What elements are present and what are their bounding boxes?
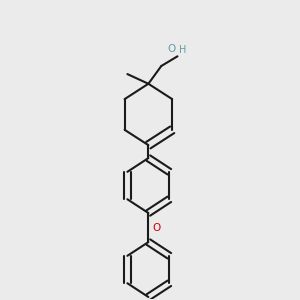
Text: H: H [179, 45, 187, 55]
Text: O: O [152, 223, 160, 232]
Text: O: O [168, 44, 176, 54]
